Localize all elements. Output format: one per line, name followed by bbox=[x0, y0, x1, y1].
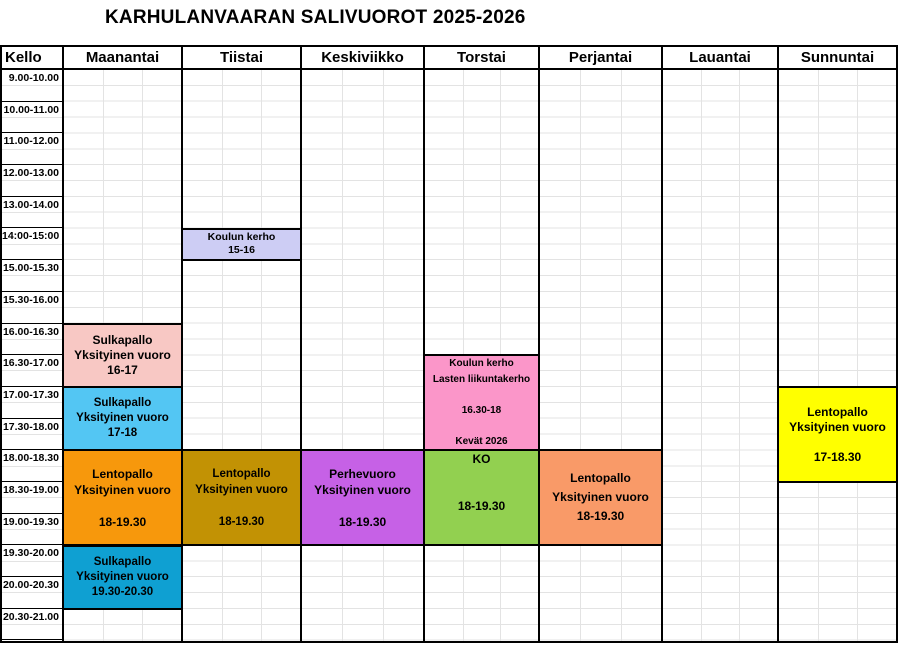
event-line: Lasten liikuntakerho bbox=[432, 373, 531, 385]
day-body-tiistai: Koulun kerho 15-16 Lentopallo Yksityinen vu… bbox=[181, 70, 302, 641]
event-line: Yksityinen vuoro bbox=[76, 412, 169, 425]
event-line: 18-19.30 bbox=[338, 514, 387, 529]
time-row: 15.00-15.30 bbox=[2, 260, 62, 292]
event-line: Koulun kerho bbox=[449, 358, 514, 370]
event-line: 17-18 bbox=[107, 427, 138, 440]
event-line: 18-19.30 bbox=[218, 515, 265, 528]
time-column-body: 9.00-10.00 10.00-11.00 11.00-12.00 12.00… bbox=[2, 70, 62, 641]
event-line: Lentopallo bbox=[92, 466, 153, 481]
event-line: 18-19.30 bbox=[98, 514, 147, 529]
schedule-table: Kello 9.00-10.00 10.00-11.00 11.00-12.00… bbox=[0, 45, 898, 643]
day-column-tiistai: Tiistai Koulun kerho 15-16 Lentopallo Yksit… bbox=[181, 47, 302, 641]
time-row: 16.30-17.00 bbox=[2, 355, 62, 387]
day-header-maanantai: Maanantai bbox=[64, 47, 181, 70]
day-header-keskiviikko: Keskiviikko bbox=[302, 47, 423, 70]
time-row: 12.00-13.00 bbox=[2, 165, 62, 197]
day-column-keskiviikko: Keskiviikko Perhevuoro Yksityinen vuoro 18… bbox=[300, 47, 425, 641]
event-sulkapallo-maanantai-17-18: Sulkapallo Yksityinen vuoro 17-18 bbox=[62, 386, 183, 452]
event-line: Sulkapallo bbox=[93, 397, 152, 410]
event-line: 18-19.30 bbox=[576, 509, 625, 524]
event-ko-torstai: KO 18-19.30 bbox=[423, 449, 540, 547]
day-header-tiistai: Tiistai bbox=[183, 47, 300, 70]
day-body-lauantai bbox=[663, 70, 777, 641]
time-row: 19.30-20.00 bbox=[2, 545, 62, 577]
time-row: 9.00-10.00 bbox=[2, 70, 62, 102]
event-line: Lentopallo bbox=[570, 471, 631, 486]
time-row: 17.00-17.30 bbox=[2, 386, 62, 419]
time-column: Kello 9.00-10.00 10.00-11.00 11.00-12.00… bbox=[2, 47, 62, 641]
day-header-sunnuntai: Sunnuntai bbox=[779, 47, 896, 70]
event-line: Yksityinen vuoro bbox=[74, 347, 171, 362]
time-row: 20.00-20.30 bbox=[2, 577, 62, 609]
day-body-keskiviikko: Perhevuoro Yksityinen vuoro 18-19.30 bbox=[300, 70, 425, 641]
event-line: KO bbox=[472, 452, 491, 467]
time-row: 13.00-14.00 bbox=[2, 196, 62, 229]
event-koulun-kerho-tiistai: Koulun kerho 15-16 bbox=[181, 227, 302, 262]
page-title: KARHULANVAARAN SALIVUOROT 2025-2026 bbox=[105, 7, 526, 28]
time-row: 14:00-15:00 bbox=[2, 228, 62, 261]
event-lentopallo-perjantai: Lentopallo Yksityinen vuoro 18-19.30 bbox=[538, 449, 663, 547]
event-line: Yksityinen vuoro bbox=[314, 482, 411, 497]
time-row: 17.30-18.00 bbox=[2, 418, 62, 451]
day-header-torstai: Torstai bbox=[425, 47, 538, 70]
event-perhevuoro-keskiviikko: Perhevuoro Yksityinen vuoro 18-19.30 bbox=[300, 449, 425, 547]
event-line: 18-19.30 bbox=[457, 498, 506, 513]
event-line: Sulkapallo bbox=[92, 332, 153, 347]
day-body-torstai: Koulun kerho Lasten liikuntakerho 16.30-18… bbox=[423, 70, 540, 641]
event-line: Yksityinen vuoro bbox=[195, 483, 288, 496]
event-koulun-kerho-torstai: Koulun kerho Lasten liikuntakerho 16.30-18… bbox=[423, 354, 540, 452]
event-line: 17-18.30 bbox=[813, 449, 862, 464]
day-header-perjantai: Perjantai bbox=[540, 47, 661, 70]
time-row: 19.00-19.30 bbox=[2, 513, 62, 546]
day-column-sunnuntai: Sunnuntai Lentopallo Yksityinen vuoro 17-1… bbox=[777, 47, 898, 641]
event-line: Yksityinen vuoro bbox=[74, 482, 171, 497]
day-body-maanantai: Sulkapallo Yksityinen vuoro 16-17 Sulkapall… bbox=[62, 70, 183, 641]
event-line: 16.30-18 bbox=[461, 404, 502, 416]
event-sulkapallo-maanantai-16-17: Sulkapallo Yksityinen vuoro 16-17 bbox=[62, 322, 183, 388]
day-body-sunnuntai: Lentopallo Yksityinen vuoro 17-18.30 bbox=[777, 70, 898, 641]
event-line: Lentopallo bbox=[212, 467, 271, 480]
day-column-maanantai: Maanantai Sulkapallo Yksityinen vuoro 16-1… bbox=[62, 47, 183, 641]
event-line: Sulkapallo bbox=[93, 555, 152, 568]
time-row: 16.00-16.30 bbox=[2, 323, 62, 356]
day-body-perjantai: Lentopallo Yksityinen vuoro 18-19.30 bbox=[538, 70, 663, 641]
time-column-header: Kello bbox=[2, 47, 62, 70]
time-row: 18.00-18.30 bbox=[2, 450, 62, 482]
event-lentopallo-sunnuntai: Lentopallo Yksityinen vuoro 17-18.30 bbox=[777, 386, 898, 484]
event-lentopallo-tiistai: Lentopallo Yksityinen vuoro 18-19.30 bbox=[181, 449, 302, 547]
time-row: 20.30-21.00 bbox=[2, 608, 62, 641]
event-line: 15-16 bbox=[228, 244, 255, 257]
event-lentopallo-maanantai: Lentopallo Yksityinen vuoro 18-19.30 bbox=[62, 449, 183, 547]
event-sulkapallo-maanantai-1930-2030: Sulkapallo Yksityinen vuoro 19.30-20.30 bbox=[62, 544, 183, 610]
event-line: Yksityinen vuoro bbox=[552, 490, 649, 505]
time-row: 15.30-16.00 bbox=[2, 291, 62, 324]
time-row: 10.00-11.00 bbox=[2, 101, 62, 134]
day-header-lauantai: Lauantai bbox=[663, 47, 777, 70]
day-column-lauantai: Lauantai bbox=[661, 47, 777, 641]
event-line: 16-17 bbox=[107, 362, 138, 377]
day-column-torstai: Torstai Koulun kerho Lasten liikuntakerho… bbox=[423, 47, 540, 641]
time-row: 18.30-19.00 bbox=[2, 481, 62, 514]
time-row: 11.00-12.00 bbox=[2, 133, 62, 166]
day-column-perjantai: Perjantai Lentopallo Yksityinen vuoro 18-1… bbox=[538, 47, 663, 641]
event-line: Yksityinen vuoro bbox=[76, 570, 169, 583]
event-line: Perhevuoro bbox=[329, 466, 396, 481]
event-line: Koulun kerho bbox=[207, 231, 276, 244]
event-line: 19.30-20.30 bbox=[91, 585, 154, 598]
event-line: Yksityinen vuoro bbox=[789, 419, 886, 434]
event-line: Kevät 2026 bbox=[455, 435, 508, 447]
event-line: Lentopallo bbox=[807, 404, 868, 419]
